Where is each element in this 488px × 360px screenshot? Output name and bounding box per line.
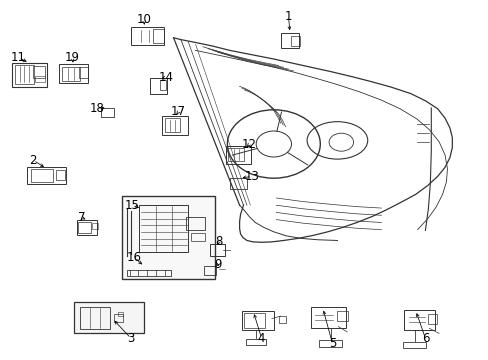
Bar: [280, 33, 299, 48]
Text: 4: 4: [257, 332, 265, 345]
Bar: [311, 307, 345, 328]
Bar: [131, 27, 164, 45]
Bar: [226, 146, 250, 164]
Text: 1: 1: [284, 10, 292, 23]
Text: 12: 12: [242, 138, 256, 150]
Bar: [92, 223, 98, 229]
Bar: [15, 65, 34, 84]
Bar: [74, 302, 143, 333]
Bar: [56, 170, 64, 180]
Bar: [153, 29, 163, 43]
Bar: [204, 266, 216, 275]
Text: 14: 14: [159, 71, 173, 84]
Bar: [77, 220, 97, 235]
Bar: [160, 80, 166, 90]
Text: 19: 19: [65, 51, 80, 64]
Bar: [190, 233, 205, 241]
Bar: [403, 310, 435, 330]
Bar: [118, 312, 122, 316]
Bar: [127, 270, 171, 276]
Text: 13: 13: [244, 170, 259, 183]
Text: 5: 5: [328, 337, 336, 350]
Bar: [59, 64, 87, 83]
Bar: [102, 108, 113, 117]
Bar: [164, 118, 180, 132]
Text: 3: 3: [127, 332, 135, 345]
Bar: [122, 196, 215, 279]
Bar: [228, 148, 244, 161]
Bar: [35, 76, 45, 82]
Bar: [402, 342, 426, 348]
Text: 15: 15: [124, 199, 139, 212]
Text: 16: 16: [127, 251, 142, 264]
Bar: [185, 217, 205, 230]
Bar: [229, 178, 246, 189]
Bar: [30, 169, 53, 182]
Text: 10: 10: [137, 13, 151, 26]
Bar: [245, 339, 265, 345]
Text: 7: 7: [78, 211, 86, 224]
Bar: [79, 67, 87, 78]
Bar: [139, 205, 188, 252]
Bar: [78, 222, 90, 233]
Text: 17: 17: [171, 105, 185, 118]
Bar: [27, 167, 65, 184]
Bar: [33, 66, 45, 78]
Text: 11: 11: [11, 51, 26, 64]
Bar: [244, 313, 264, 328]
Bar: [242, 310, 273, 330]
Text: 2: 2: [29, 154, 37, 167]
Bar: [12, 63, 47, 87]
Text: 6: 6: [421, 332, 428, 345]
Bar: [291, 36, 300, 46]
Text: 18: 18: [89, 102, 104, 114]
Text: 9: 9: [213, 258, 221, 271]
Bar: [80, 307, 109, 329]
Bar: [318, 340, 342, 347]
Bar: [336, 311, 347, 321]
Bar: [62, 67, 80, 81]
Bar: [427, 314, 436, 324]
Bar: [114, 315, 122, 323]
Bar: [209, 244, 225, 256]
Bar: [162, 116, 187, 135]
Bar: [279, 316, 286, 323]
Text: 8: 8: [215, 235, 223, 248]
Bar: [149, 77, 166, 94]
